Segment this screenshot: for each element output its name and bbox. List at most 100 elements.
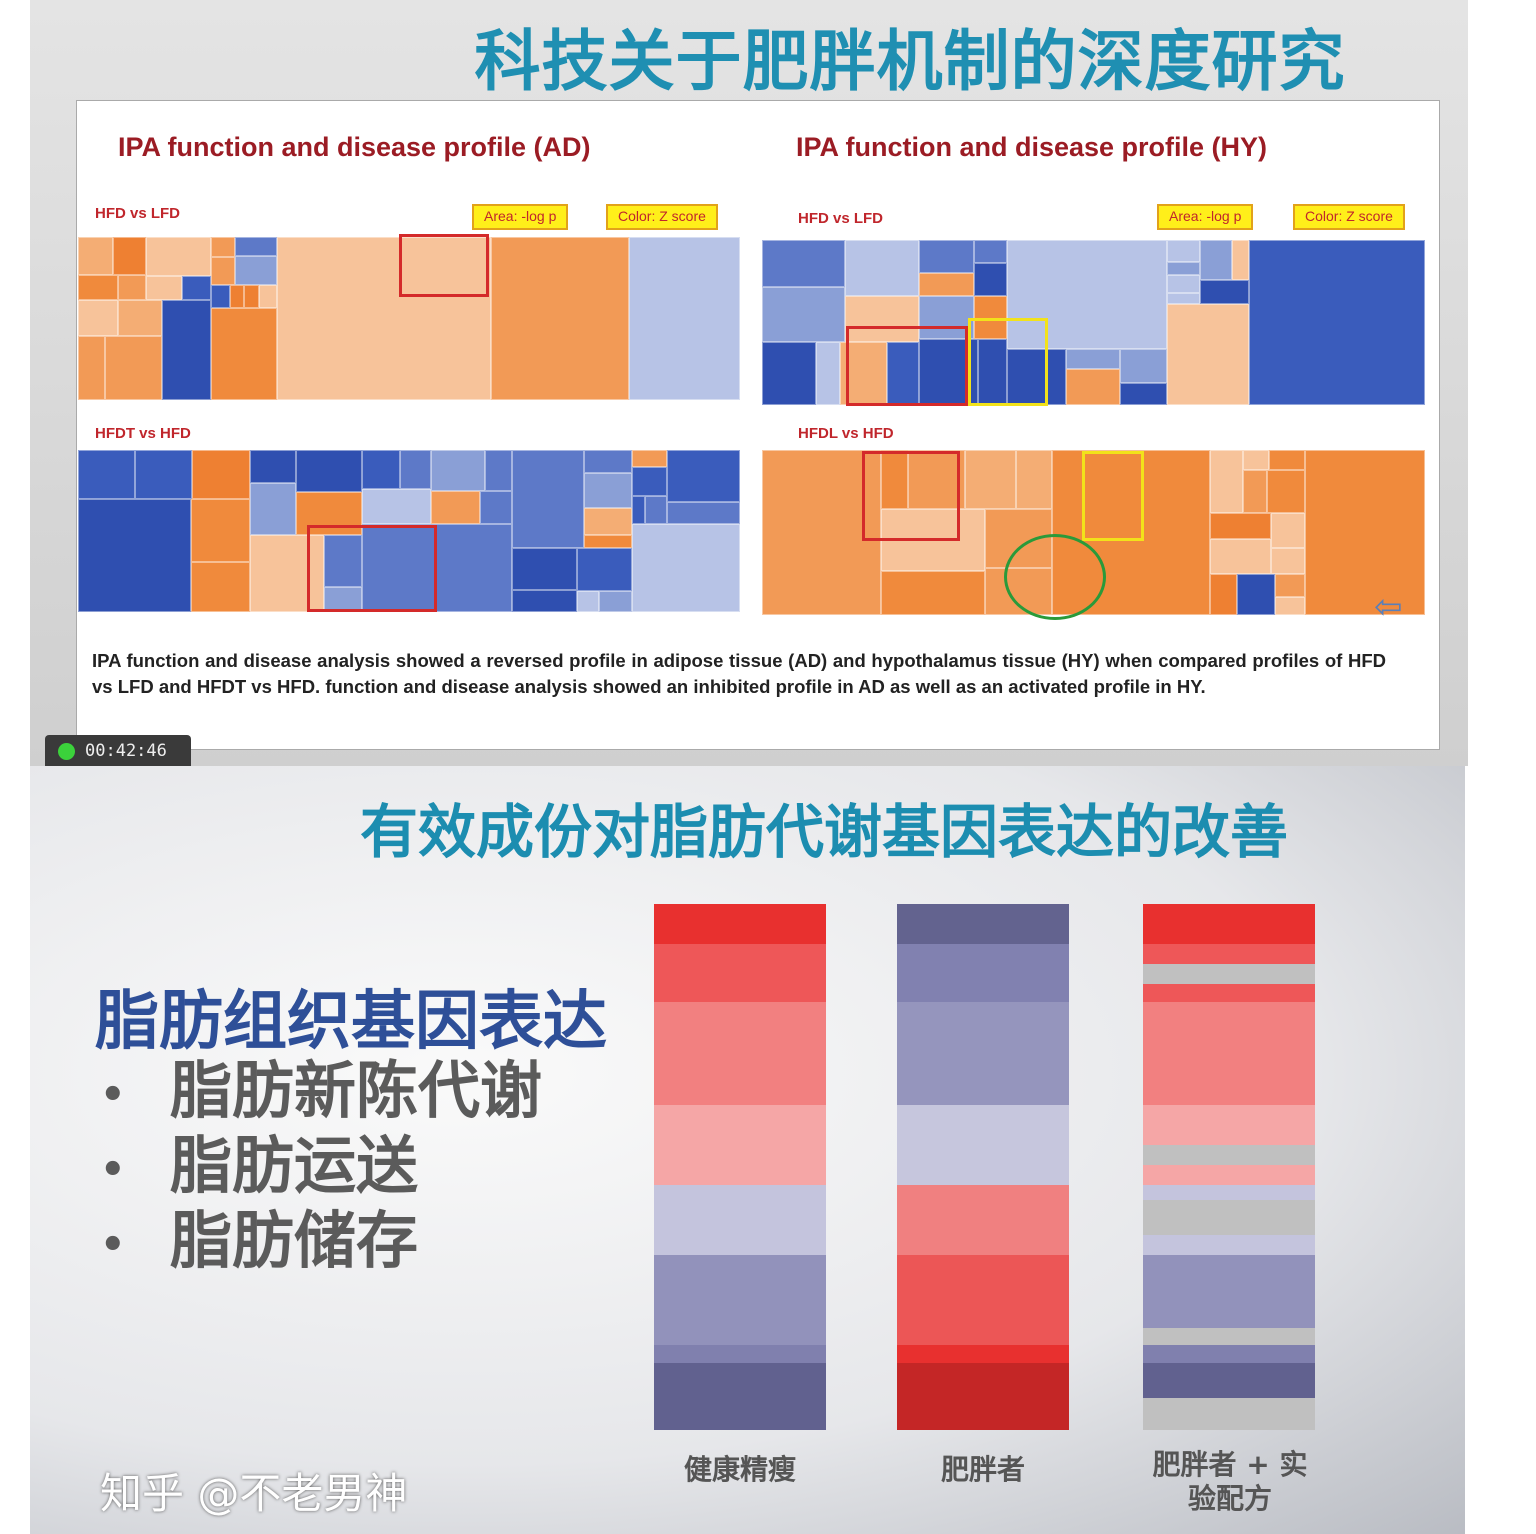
- expression-segment: [897, 1362, 1069, 1430]
- treemap-cell: [762, 240, 845, 287]
- treemap-cell: [78, 336, 105, 400]
- treemap-cell: [362, 524, 512, 612]
- treemap-cell: [480, 491, 512, 524]
- expression-segment: [654, 944, 826, 1002]
- panel-label: HFD vs LFD: [798, 210, 884, 227]
- treemap-cell: [1016, 450, 1052, 509]
- treemap-hy-hfd-vs-lfd: [762, 240, 1425, 405]
- treemap-cell: [1200, 240, 1232, 280]
- expression-segment: [654, 1255, 826, 1345]
- treemap-cell: [191, 562, 250, 612]
- treemap-cell: [135, 450, 192, 499]
- expression-segment: [654, 1002, 826, 1105]
- highlight-box: [307, 525, 437, 612]
- treemap-cell: [978, 339, 1007, 405]
- treemap-ad-hfdt-vs-hfd: [78, 450, 740, 612]
- expression-segment: [1143, 1001, 1315, 1105]
- treemap-cell: [230, 285, 244, 308]
- treemap-cell: [182, 276, 211, 300]
- treemap-cell: [1167, 262, 1200, 275]
- treemap-cell: [919, 240, 974, 273]
- treemap-cell: [1066, 369, 1120, 405]
- treemap-cell: [191, 499, 250, 562]
- treemap-cell: [1167, 275, 1200, 293]
- panel-label: HFDT vs HFD: [95, 425, 191, 442]
- treemap-cell: [816, 342, 840, 405]
- treemap-cell: [1120, 349, 1167, 383]
- expression-segment: [897, 1345, 1069, 1363]
- treemap-cell: [1271, 548, 1305, 574]
- treemap-cell: [974, 263, 1007, 296]
- treemap-cell: [235, 256, 277, 285]
- treemap-cell: [965, 450, 1016, 509]
- expression-segment: [654, 904, 826, 944]
- highlight-box: [862, 451, 960, 541]
- treemap-ad-hfd-vs-lfd: [78, 237, 740, 400]
- treemap-cell: [512, 450, 584, 548]
- treemap-cell: [1167, 304, 1249, 405]
- treemap-cell: [78, 499, 191, 612]
- treemap-cell: [919, 296, 974, 339]
- treemap-cell: [1237, 574, 1275, 615]
- treemap-cell: [277, 237, 491, 400]
- expression-segment: [897, 1255, 1069, 1345]
- treemap-cell: [762, 450, 881, 615]
- treemap-cell: [259, 285, 277, 308]
- treemap-cell: [162, 300, 211, 400]
- expression-segment: [654, 1185, 826, 1255]
- expression-segment: [1143, 984, 1315, 1002]
- treemap-cell: [78, 275, 118, 300]
- panel-label: HFDL vs HFD: [798, 425, 894, 442]
- legend-color: Color: Z score: [606, 204, 718, 230]
- expression-segment: [1143, 1164, 1315, 1185]
- expression-segment: [1143, 1397, 1315, 1430]
- treemap-cell: [1210, 539, 1271, 574]
- treemap-cell: [250, 483, 296, 535]
- expression-segment: [897, 944, 1069, 1002]
- treemap-cell: [667, 450, 740, 502]
- expression-segment: [654, 1345, 826, 1363]
- watermark: 知乎 @不老男神: [100, 1469, 408, 1518]
- expression-column-obese: [897, 904, 1069, 1430]
- treemap-cell: [211, 285, 230, 308]
- legend-area: Area: -log p: [1157, 204, 1254, 230]
- bullet-item: • 脂肪新陈代谢: [100, 1054, 543, 1127]
- treemap-cell: [362, 450, 400, 489]
- treemap-cell: [78, 450, 135, 499]
- treemap-cell: [584, 535, 632, 548]
- treemap-cell: [1007, 240, 1167, 349]
- expression-segment: [654, 1362, 826, 1430]
- treemap-cell: [1120, 383, 1167, 405]
- expression-segment: [1143, 1344, 1315, 1363]
- treemap-cell: [512, 548, 577, 590]
- expression-segment: [1143, 1234, 1315, 1255]
- treemap-cell: [632, 524, 740, 612]
- treemap-cell: [632, 467, 667, 496]
- hy-title: IPA function and disease profile (HY): [796, 132, 1268, 162]
- treemap-cell: [584, 508, 632, 535]
- expression-segment: [897, 1002, 1069, 1105]
- treemap-cell: [250, 535, 324, 612]
- treemap-cell: [146, 276, 182, 300]
- expression-segment: [1143, 1327, 1315, 1345]
- column-label: 肥胖者 + 实验配方: [1152, 1448, 1308, 1515]
- treemap-cell: [1232, 240, 1249, 280]
- treemap-cell: [235, 237, 277, 256]
- bullet-item: • 脂肪储存: [100, 1204, 419, 1277]
- treemap-cell: [1243, 450, 1269, 470]
- treemap-cell: [974, 240, 1007, 263]
- status-dot-icon: [58, 743, 75, 760]
- expression-segment: [1143, 1362, 1315, 1398]
- expression-column-obese-formula: [1143, 904, 1315, 1430]
- treemap-cell: [762, 342, 816, 405]
- treemap-cell: [250, 450, 296, 483]
- treemap-cell: [105, 336, 162, 400]
- treemap-cell: [431, 491, 480, 524]
- highlight-box: [846, 326, 968, 406]
- column-label: 健康精瘦: [683, 1453, 796, 1486]
- treemap-cell: [491, 237, 629, 400]
- highlight-box-yellow: [1082, 451, 1144, 541]
- legend-color: Color: Z score: [1293, 204, 1405, 230]
- treemap-cell: [908, 450, 965, 509]
- highlight-box: [399, 234, 489, 297]
